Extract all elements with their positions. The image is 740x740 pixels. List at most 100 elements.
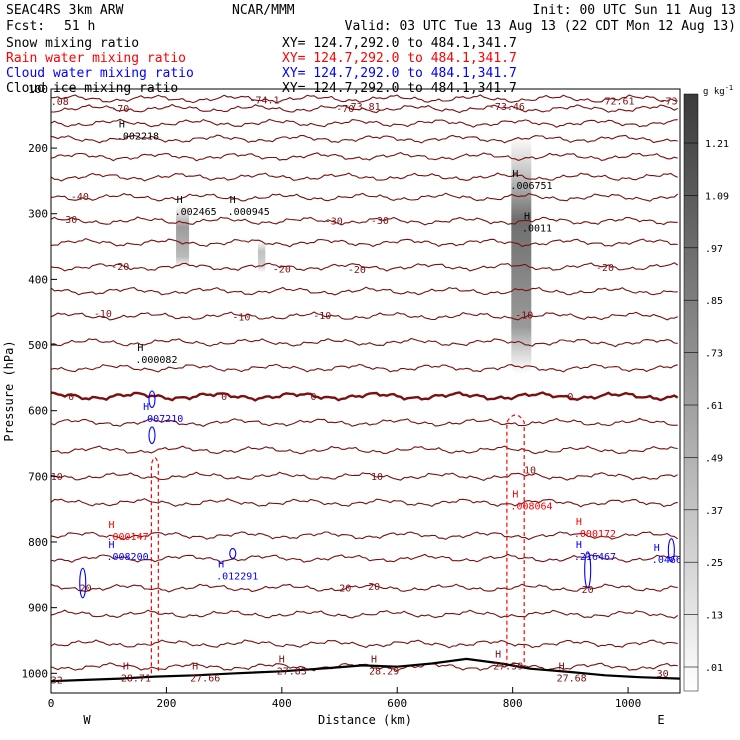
isotherm-line-6 bbox=[51, 498, 678, 508]
colorbar-label-7: .37 bbox=[705, 506, 723, 517]
maximum-h-symbol: H bbox=[119, 120, 125, 131]
isotherm-line-9 bbox=[51, 417, 678, 428]
cloud-water-contour-4 bbox=[584, 551, 592, 589]
contour-label-7: 0 bbox=[68, 392, 74, 403]
maximum-h-symbol: H bbox=[371, 655, 377, 666]
contour-label-3: 20 bbox=[80, 583, 92, 594]
maximum-marker-0: H.002218 bbox=[117, 120, 159, 143]
contour-label-12: -10 bbox=[232, 312, 250, 323]
contour-label-22: -40 bbox=[71, 192, 89, 203]
maximum-value: .007210 bbox=[141, 414, 183, 425]
colorbar-unit: g kg-1 bbox=[703, 84, 733, 97]
plot-frame bbox=[50, 88, 681, 694]
contour-label-26: -74.1 bbox=[249, 96, 279, 107]
isotherm-line-20 bbox=[51, 151, 678, 162]
contour-label-9: 0 bbox=[311, 392, 317, 403]
y-tick-label-0: 200 bbox=[28, 142, 48, 155]
maximum-value: .008064 bbox=[510, 501, 552, 512]
maximum-value: .216467 bbox=[574, 552, 616, 563]
maximum-marker-9: H.000172 bbox=[574, 517, 616, 540]
y-tick-label-3: 500 bbox=[28, 339, 48, 352]
x-tick-label-5: 1000 bbox=[615, 697, 642, 710]
y-axis: 200 300 400 500 600 700 800 900 1000 100 bbox=[22, 83, 57, 680]
maximum-h-symbol: H bbox=[108, 540, 114, 551]
maximum-h-symbol: H bbox=[512, 489, 518, 500]
colorbar-ticks: 1.21 1.09 .97 .85 .73 .61 .49 .37 .25 .13 .01 bbox=[684, 139, 729, 674]
isotherm-line-10 bbox=[51, 391, 679, 402]
field-name-cloud-water: Cloud water mixing ratio bbox=[6, 66, 194, 81]
maximum-h-symbol: H bbox=[495, 649, 501, 660]
contour-label-25: 4.08 bbox=[45, 97, 69, 108]
maximum-h-symbol: H bbox=[108, 520, 114, 531]
isotherm-line-2 bbox=[51, 609, 679, 619]
maximum-marker-19: H27.68 bbox=[557, 661, 587, 684]
maximum-marker-14: H28.71 bbox=[121, 661, 151, 684]
maximum-value: .008200 bbox=[106, 552, 148, 563]
maximum-value: 27.66 bbox=[190, 673, 220, 684]
cloud-water-contour-5 bbox=[667, 538, 675, 563]
colorbar-unit-label: g kg bbox=[703, 87, 725, 97]
maximum-h-symbol: H bbox=[230, 195, 236, 206]
colorbar-label-3: .85 bbox=[705, 296, 723, 307]
colorbar: g kg-1 1.21 1.09 .97 .85 .73 .61 .49 .37 .25 .13.… bbox=[683, 84, 733, 692]
contour-label-5: 20 bbox=[368, 582, 380, 593]
institution-label: NCAR/MMM bbox=[232, 3, 295, 18]
contour-label-2: 10 bbox=[524, 465, 536, 476]
field-name-snow: Snow mixing ratio bbox=[6, 36, 139, 51]
maximum-marker-12: H.216467 bbox=[574, 540, 616, 563]
field-xy-snow: XY= 124.7,292.0 to 484.1,341.7 bbox=[282, 36, 517, 51]
contour-label-20: -30 bbox=[325, 216, 343, 227]
model-title: SEAC4RS 3km ARW bbox=[6, 3, 124, 18]
maximum-marker-13: H.04660 bbox=[652, 543, 680, 566]
maximum-h-symbol: H bbox=[576, 540, 582, 551]
contour-label-4: 20 bbox=[339, 583, 351, 594]
contour-label-24: -70 bbox=[336, 104, 354, 115]
snow-column-0 bbox=[176, 203, 190, 270]
maximum-h-symbol: H bbox=[123, 661, 129, 672]
contour-label-19: -30 bbox=[59, 215, 77, 226]
maxima-labels: H.002218H.002465H.000945H.006751H.0011H.… bbox=[106, 120, 680, 685]
y-tick-label-6: 800 bbox=[28, 536, 48, 549]
contour-label-11: -10 bbox=[94, 309, 112, 320]
terrain-profile bbox=[51, 657, 680, 683]
field-xy-cloud-water: XY= 124.7,292.0 to 484.1,341.7 bbox=[282, 66, 517, 81]
colorbar-label-6: .49 bbox=[705, 453, 723, 464]
maximum-value: .000147 bbox=[106, 532, 148, 543]
maximum-value: .002465 bbox=[175, 207, 217, 218]
rain-contour-0 bbox=[150, 457, 159, 674]
valid-time: Valid: 03 UTC Tue 13 Aug 13 (22 CDT Mon … bbox=[345, 19, 736, 34]
maximum-marker-1: H.002465 bbox=[175, 195, 217, 218]
maximum-value: .0011 bbox=[522, 224, 552, 235]
maximum-h-symbol: H bbox=[137, 343, 143, 354]
isotherm-line-22 bbox=[51, 118, 678, 128]
y-tick-label-1: 300 bbox=[28, 208, 48, 221]
snow-column-1 bbox=[257, 240, 266, 273]
maximum-marker-15: H27.66 bbox=[190, 661, 220, 684]
cloud-water-contours bbox=[79, 390, 675, 599]
contour-label-17: -20 bbox=[348, 265, 366, 276]
y-tick-label-8: 1000 bbox=[22, 667, 49, 680]
contour-label-23: -70 bbox=[111, 104, 129, 115]
maximum-marker-6: H.007210 bbox=[141, 402, 183, 425]
maximum-marker-8: H.000147 bbox=[106, 520, 148, 543]
isotherm-line-19 bbox=[51, 172, 678, 182]
colorbar-label-5: .61 bbox=[705, 401, 723, 412]
isotherm-line-8 bbox=[51, 445, 678, 455]
contour-label-30: -73 bbox=[659, 96, 677, 107]
y-tick-label-top: 100 bbox=[28, 83, 48, 96]
x-axis: 0 200 400 600 800 1000 bbox=[48, 687, 642, 710]
maximum-value: .000172 bbox=[574, 529, 616, 540]
maximum-marker-11: H.012291 bbox=[216, 560, 258, 583]
rain-contour-1 bbox=[506, 414, 525, 667]
cloud-water-contour-3 bbox=[229, 548, 237, 559]
plot-area: 10 10 10 20 20 20 20 0 0 0 0 -10 -10 -10 -10 -20 -20 -20 -… bbox=[45, 94, 680, 686]
contour-label-18: -20 bbox=[596, 263, 614, 274]
contour-label-0: 10 bbox=[51, 472, 63, 483]
colorbar-gradient bbox=[683, 93, 699, 692]
maximum-h-symbol: H bbox=[512, 169, 518, 180]
contour-label-14: -10 bbox=[515, 310, 533, 321]
isotherm-line-1 bbox=[51, 639, 678, 649]
contour-label-8: 0 bbox=[221, 392, 227, 403]
x-axis-title: Distance (km) bbox=[318, 713, 412, 727]
